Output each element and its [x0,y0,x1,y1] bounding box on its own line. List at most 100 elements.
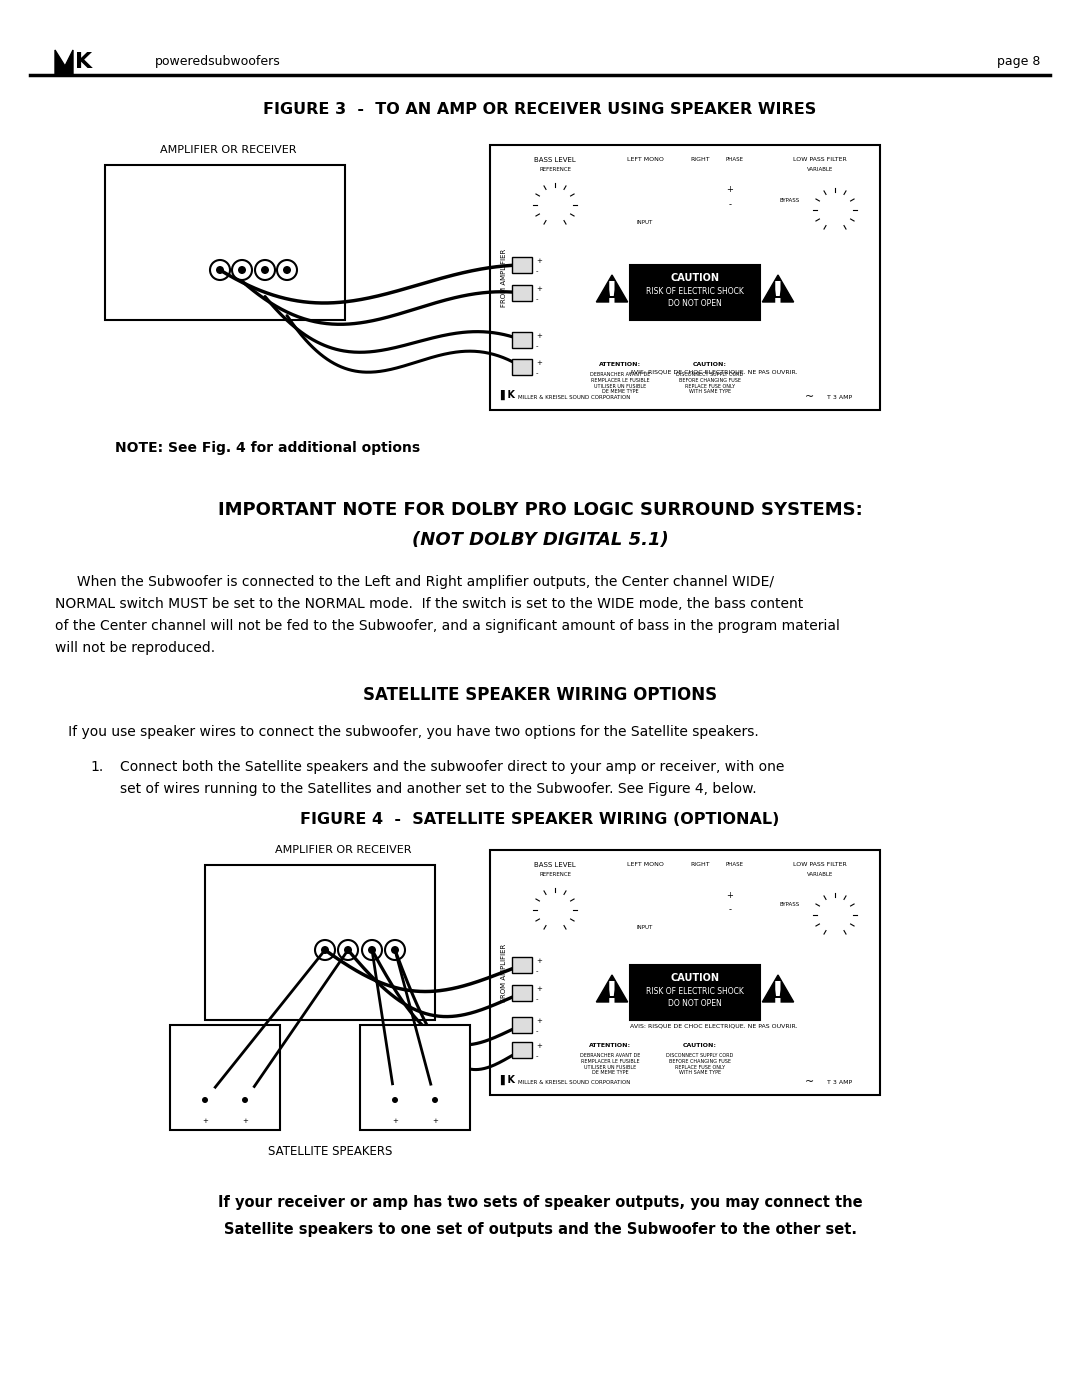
Text: LEFT MONO: LEFT MONO [626,862,663,868]
Text: -: - [536,996,539,1002]
Text: INPUT: INPUT [637,925,653,930]
Text: -: - [536,968,539,974]
Text: +: + [392,1118,397,1125]
Text: SATELLITE SPEAKERS: SATELLITE SPEAKERS [268,1146,392,1158]
Circle shape [631,891,659,919]
Text: DISCONNECT SUPPLY CORD
BEFORE CHANGING FUSE
REPLACE FUSE ONLY
WITH SAME TYPE: DISCONNECT SUPPLY CORD BEFORE CHANGING F… [666,1053,733,1076]
Text: BYPASS: BYPASS [780,902,800,908]
Text: set of wires running to the Satellites and another set to the Subwoofer. See Fig: set of wires running to the Satellites a… [120,782,757,796]
Text: PHASE: PHASE [726,156,744,162]
Text: !: ! [771,981,785,1009]
Text: VARIABLE: VARIABLE [807,872,833,877]
Text: -: - [536,268,539,274]
Text: +: + [536,332,542,339]
Circle shape [534,183,577,226]
Polygon shape [762,275,794,302]
Circle shape [345,946,352,954]
Bar [105,165,345,320]
Text: ▌K: ▌K [500,390,515,400]
Bar [512,285,532,300]
Text: DO NOT OPEN: DO NOT OPEN [669,999,721,1009]
Text: AVIS: RISQUE DE CHOC ELECTRIQUE. NE PAS OUVRIR.: AVIS: RISQUE DE CHOC ELECTRIQUE. NE PAS … [630,370,797,374]
Text: MILLER & KREISEL SOUND CORPORATION: MILLER & KREISEL SOUND CORPORATION [518,395,631,400]
Circle shape [237,1092,253,1108]
Text: CAUTION:: CAUTION: [683,1044,717,1048]
Text: LOW PASS FILTER: LOW PASS FILTER [793,862,847,868]
Circle shape [427,1092,443,1108]
Text: of the Center channel will not be fed to the Subwoofer, and a significant amount: of the Center channel will not be fed to… [55,619,840,633]
Bar [512,1042,532,1058]
Text: (NOT DOLBY DIGITAL 5.1): (NOT DOLBY DIGITAL 5.1) [411,531,669,549]
Text: +: + [536,1044,542,1049]
Text: If your receiver or amp has two sets of speaker outputs, you may connect the: If your receiver or amp has two sets of … [218,1194,862,1210]
Circle shape [231,1085,259,1113]
Polygon shape [596,975,627,1002]
Text: +: + [536,360,542,366]
Text: IMPORTANT NOTE FOR DOLBY PRO LOGIC SURROUND SYSTEMS:: IMPORTANT NOTE FOR DOLBY PRO LOGIC SURRO… [218,502,862,520]
Circle shape [686,186,714,214]
Text: -: - [536,370,539,376]
Circle shape [321,946,329,954]
Bar [512,332,532,348]
Text: BYPASS: BYPASS [780,197,800,203]
Circle shape [197,1092,213,1108]
Text: +: + [536,986,542,992]
Circle shape [391,946,399,954]
Circle shape [813,189,858,232]
Text: FROM AMPLIFIER: FROM AMPLIFIER [501,943,507,1002]
Text: RISK OF ELECTRIC SHOCK: RISK OF ELECTRIC SHOCK [646,988,744,996]
Text: -: - [536,296,539,302]
Text: !: ! [771,281,785,309]
Text: T 3 AMP: T 3 AMP [827,1080,852,1085]
Text: NOTE: See Fig. 4 for additional options: NOTE: See Fig. 4 for additional options [114,441,420,455]
Text: BASS LEVEL: BASS LEVEL [535,156,576,163]
Text: AMPLIFIER OR RECEIVER: AMPLIFIER OR RECEIVER [275,845,411,855]
Bar [490,145,880,409]
Text: +: + [727,186,733,194]
Text: -: - [729,905,731,915]
Text: -: - [536,1028,539,1034]
Text: RISK OF ELECTRIC SHOCK: RISK OF ELECTRIC SHOCK [646,286,744,296]
Text: !: ! [605,281,619,309]
Bar [360,1025,470,1130]
Text: FROM AMPLIFIER: FROM AMPLIFIER [501,249,507,306]
Text: CAUTION: CAUTION [671,272,719,284]
Text: INPUT: INPUT [637,219,653,225]
Bar [490,849,880,1095]
Bar [512,257,532,272]
Circle shape [534,888,577,932]
Bar [205,865,435,1020]
Text: If you use speaker wires to connect the subwoofer, you have two options for the : If you use speaker wires to connect the … [55,725,759,739]
Circle shape [202,1097,208,1104]
Text: RIGHT: RIGHT [690,156,710,162]
Text: RIGHT: RIGHT [690,862,710,868]
Text: BASS LEVEL: BASS LEVEL [535,862,576,868]
Text: 1.: 1. [90,760,104,774]
Text: !: ! [605,981,619,1009]
Circle shape [261,265,269,274]
Polygon shape [55,50,73,74]
Bar [512,359,532,374]
Circle shape [686,891,714,919]
Text: poweredsubwoofers: poweredsubwoofers [156,56,281,68]
Circle shape [631,186,659,214]
Text: NORMAL switch MUST be set to the NORMAL mode.  If the switch is set to the WIDE : NORMAL switch MUST be set to the NORMAL … [55,597,804,610]
Polygon shape [596,275,627,302]
Text: REFERENCE: REFERENCE [539,168,571,172]
Text: ATTENTION:: ATTENTION: [599,362,642,367]
Text: T 3 AMP: T 3 AMP [827,395,852,400]
Text: DISCONNECT SUPPLY CORD
BEFORE CHANGING FUSE
REPLACE FUSE ONLY
WITH SAME TYPE: DISCONNECT SUPPLY CORD BEFORE CHANGING F… [676,372,744,394]
Text: +: + [242,1118,248,1125]
Circle shape [368,946,376,954]
Text: MILLER & KREISEL SOUND CORPORATION: MILLER & KREISEL SOUND CORPORATION [518,1080,631,1085]
Text: +: + [536,286,542,292]
Text: -: - [536,1053,539,1059]
Text: +: + [432,1118,437,1125]
Circle shape [432,1097,438,1104]
Circle shape [813,893,858,937]
Text: AMPLIFIER OR RECEIVER: AMPLIFIER OR RECEIVER [160,145,297,155]
Bar [630,265,760,320]
Text: Connect both the Satellite speakers and the subwoofer direct to your amp or rece: Connect both the Satellite speakers and … [120,760,784,774]
Text: +: + [536,958,542,964]
Text: DO NOT OPEN: DO NOT OPEN [669,299,721,307]
